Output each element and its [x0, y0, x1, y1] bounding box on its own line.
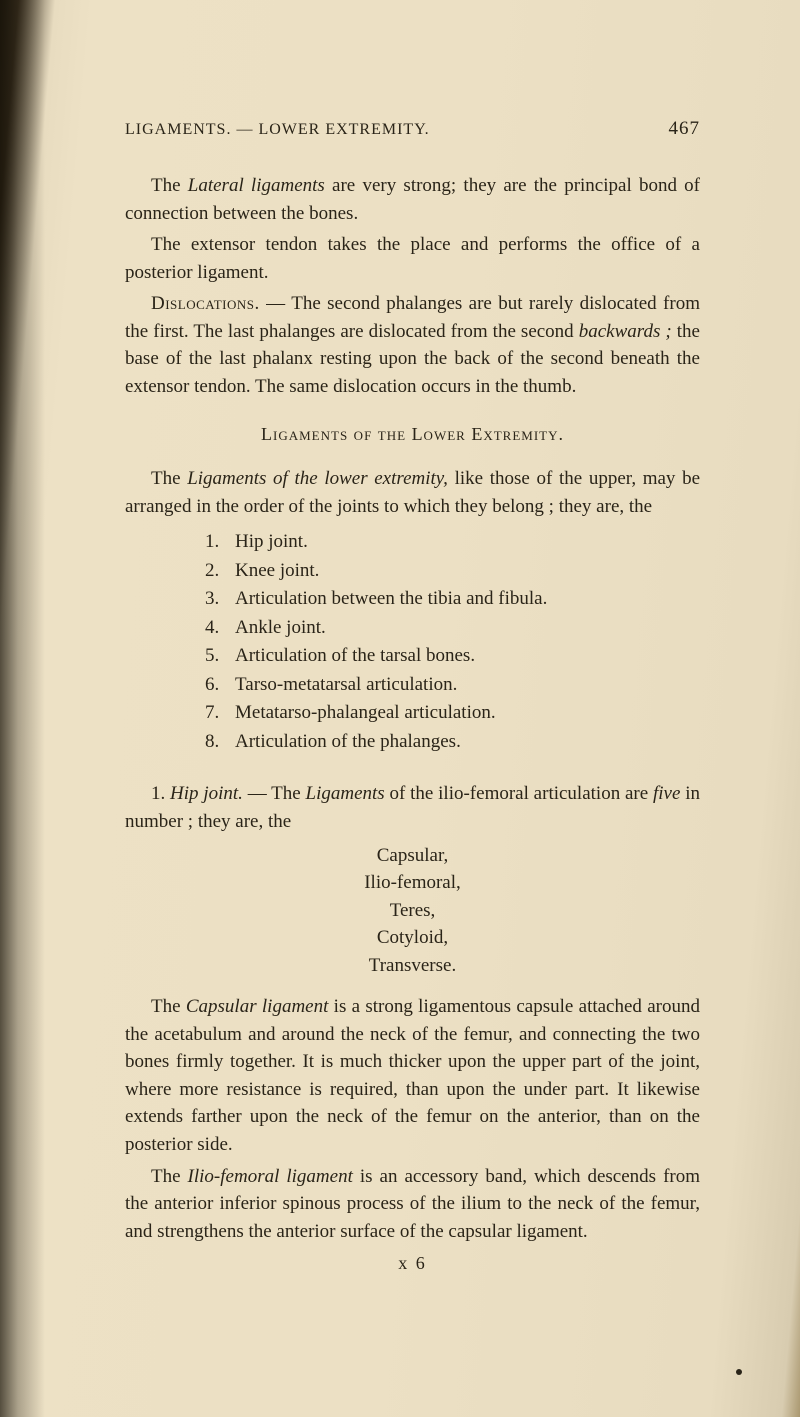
text: 1.	[151, 783, 170, 804]
text: The extensor tendon takes the place and …	[125, 234, 700, 283]
list-text: Metatarso-phalangeal articulation.	[235, 699, 496, 728]
list-text: Tarso-metatarsal articulation.	[235, 671, 457, 700]
text: — The	[243, 783, 306, 804]
italic-term: Hip joint.	[170, 783, 243, 804]
text: The	[151, 1166, 188, 1187]
sublist-item: Ilio-femoral,	[125, 869, 700, 897]
list-text: Articulation of the tarsal bones.	[235, 642, 475, 671]
section-heading: Ligaments of the Lower Extremity.	[125, 424, 700, 445]
page-content: LIGAMENTS. — LOWER EXTREMITY. 467 The La…	[0, 0, 800, 1334]
paragraph-hip-joint: 1. Hip joint. — The Ligaments of the ili…	[125, 780, 700, 835]
list-text: Articulation between the tibia and fibul…	[235, 585, 547, 614]
list-item: 3.Articulation between the tibia and fib…	[205, 585, 700, 614]
list-number: 5.	[205, 642, 235, 671]
text: The	[151, 996, 186, 1017]
list-item: 7.Metatarso-phalangeal articulation.	[205, 699, 700, 728]
running-header: LIGAMENTS. — LOWER EXTREMITY. 467	[125, 118, 700, 140]
running-title: LIGAMENTS. — LOWER EXTREMITY.	[125, 121, 430, 139]
page-dot	[736, 1369, 742, 1375]
paragraph-ligaments-lower: The Ligaments of the lower extremity, li…	[125, 465, 700, 520]
signature-mark: x 6	[125, 1253, 700, 1274]
ligament-sublist: Capsular, Ilio-femoral, Teres, Cotyloid,…	[125, 842, 700, 980]
sublist-item: Cotyloid,	[125, 924, 700, 952]
list-item: 6.Tarso-metatarsal articulation.	[205, 671, 700, 700]
paragraph-ilio-femoral: The Ilio-femoral ligament is an accessor…	[125, 1163, 700, 1246]
italic-term: backwards ;	[579, 321, 672, 342]
list-number: 7.	[205, 699, 235, 728]
text: is a strong ligamentous capsule attached…	[125, 996, 700, 1155]
list-item: 1.Hip joint.	[205, 528, 700, 557]
paragraph-capsular-ligament: The Capsular ligament is a strong ligame…	[125, 993, 700, 1158]
italic-term: Lateral ligaments	[188, 175, 325, 196]
list-number: 1.	[205, 528, 235, 557]
list-number: 6.	[205, 671, 235, 700]
list-item: 4.Ankle joint.	[205, 614, 700, 643]
list-number: 4.	[205, 614, 235, 643]
list-item: 5.Articulation of the tarsal bones.	[205, 642, 700, 671]
list-item: 2.Knee joint.	[205, 557, 700, 586]
list-text: Ankle joint.	[235, 614, 326, 643]
sublist-item: Capsular,	[125, 842, 700, 870]
italic-term: Capsular ligament	[186, 996, 329, 1017]
page-number: 467	[669, 118, 701, 140]
sublist-item: Teres,	[125, 897, 700, 925]
italic-term: Ligaments	[306, 783, 385, 804]
italic-term: Ilio-femoral ligament	[188, 1166, 353, 1187]
list-number: 2.	[205, 557, 235, 586]
italic-term: five	[653, 783, 680, 804]
sublist-item: Transverse.	[125, 952, 700, 980]
paragraph-extensor-tendon: The extensor tendon takes the place and …	[125, 231, 700, 286]
list-item: 8.Articulation of the phalanges.	[205, 728, 700, 757]
joint-list: 1.Hip joint. 2.Knee joint. 3.Articulatio…	[205, 528, 700, 756]
text: of the ilio-femoral articulation are	[385, 783, 653, 804]
paragraph-dislocations: Dislocations. — The second phalanges are…	[125, 290, 700, 400]
paragraph-lateral-ligaments: The Lateral ligaments are very strong; t…	[125, 172, 700, 227]
list-text: Knee joint.	[235, 557, 319, 586]
list-number: 3.	[205, 585, 235, 614]
text: The	[151, 175, 188, 196]
spacer	[125, 764, 700, 780]
italic-term: Ligaments of the lower extremity,	[187, 468, 448, 489]
list-number: 8.	[205, 728, 235, 757]
text: The	[151, 468, 187, 489]
smallcaps-heading: Dislocations.	[151, 293, 260, 314]
list-text: Articulation of the phalanges.	[235, 728, 461, 757]
list-text: Hip joint.	[235, 528, 308, 557]
